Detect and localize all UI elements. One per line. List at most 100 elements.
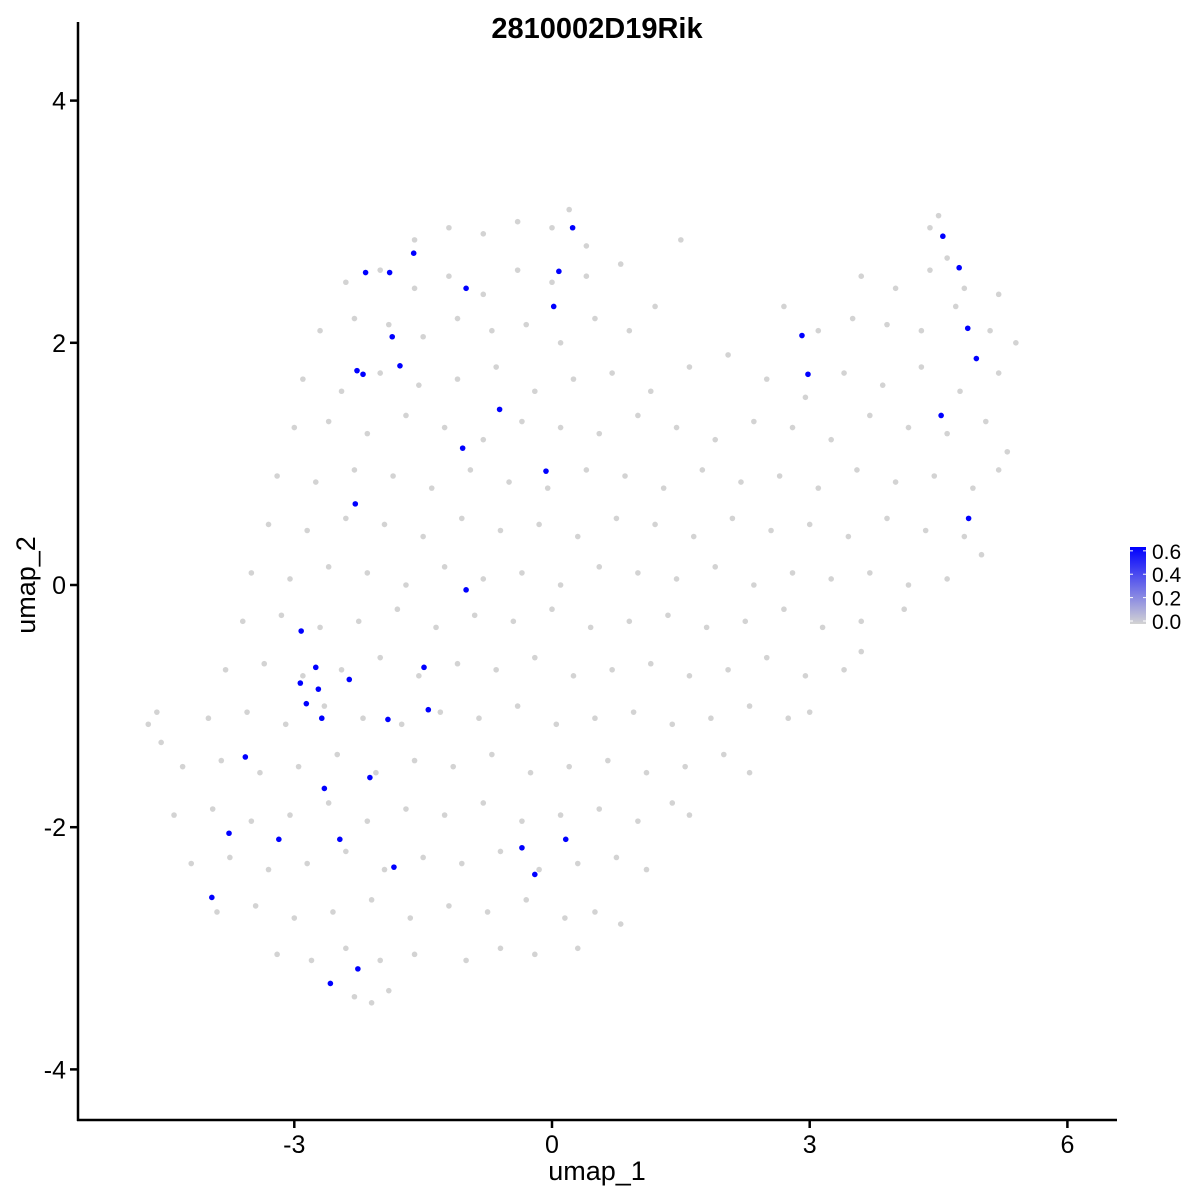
cell-point: [334, 751, 341, 758]
cell-point: [647, 388, 654, 395]
cell-point: [295, 763, 302, 770]
cell-point: [961, 285, 968, 292]
expressing-cell-point: [496, 406, 503, 413]
cell-point: [360, 715, 366, 722]
cell-point: [420, 854, 426, 861]
cell-point: [454, 660, 461, 667]
expressing-cell-point: [346, 676, 353, 683]
cell-point: [995, 291, 1002, 298]
expressing-cell-point: [354, 367, 360, 374]
cell-point: [489, 327, 495, 334]
expressing-cell-point: [209, 894, 215, 901]
cell-point: [721, 751, 727, 758]
cell-point: [901, 606, 907, 613]
cell-point: [678, 237, 684, 243]
cell-point: [806, 521, 813, 528]
expressing-cell-point: [938, 412, 944, 419]
cell-point: [398, 721, 405, 728]
cell-point: [154, 709, 160, 715]
expressing-cell-point: [556, 268, 562, 275]
cell-point: [622, 473, 628, 479]
cell-point: [291, 424, 298, 431]
expressing-cell-point: [397, 363, 403, 369]
cell-point: [338, 666, 345, 673]
expressing-cell-point: [389, 333, 396, 340]
cell-point: [815, 327, 822, 334]
cell-point: [441, 564, 448, 570]
cell-point: [596, 564, 603, 570]
cell-point: [609, 370, 615, 376]
cell-point: [858, 648, 865, 655]
cell-point: [583, 243, 590, 249]
expressing-cell-point: [562, 836, 569, 843]
expressing-cell-point: [312, 664, 319, 671]
cell-point: [549, 279, 555, 286]
cell-point: [446, 273, 452, 279]
cell-point: [841, 370, 847, 376]
cell-point: [669, 721, 676, 728]
cell-point: [566, 763, 572, 770]
cell-point: [596, 806, 603, 812]
cell-point: [927, 267, 933, 273]
cell-point: [549, 224, 555, 231]
cell-point: [557, 582, 564, 588]
cell-point: [532, 654, 538, 661]
cell-point: [179, 763, 186, 770]
cell-point: [665, 612, 671, 619]
cell-point: [935, 212, 942, 219]
cell-point: [643, 769, 650, 776]
cell-point: [553, 721, 560, 728]
cell-point: [265, 521, 272, 528]
cell-point: [308, 957, 315, 964]
cell-point: [446, 224, 452, 231]
cell-point: [867, 412, 873, 419]
cell-point: [403, 412, 409, 419]
cell-point: [532, 951, 538, 958]
cell-point: [536, 866, 542, 873]
cell-point: [703, 624, 710, 631]
cell-point: [248, 570, 255, 576]
cell-point: [514, 218, 521, 225]
colorbar-tick-label: 0.0: [1152, 611, 1181, 634]
cell-point: [459, 860, 465, 867]
expressing-cell-point: [242, 754, 249, 760]
cell-point: [467, 467, 474, 473]
cell-point: [922, 527, 929, 534]
expressing-cell-point: [352, 501, 359, 507]
cell-point: [605, 757, 611, 764]
cell-point: [626, 327, 633, 334]
cell-point: [484, 909, 491, 915]
cell-point: [454, 315, 461, 322]
cell-point: [261, 660, 268, 667]
cell-point: [420, 333, 426, 340]
cell-point: [686, 673, 693, 679]
expressing-cell-point: [965, 515, 972, 522]
cell-point: [403, 806, 409, 812]
expressing-cell-point: [459, 445, 466, 451]
cell-point: [927, 224, 933, 231]
cell-point: [768, 527, 774, 534]
expressed-points: [209, 224, 980, 987]
cell-point: [325, 418, 332, 425]
cell-point: [574, 533, 581, 540]
cell-point: [441, 812, 448, 818]
cell-point: [278, 612, 285, 619]
cell-point: [343, 945, 349, 952]
cell-point: [437, 709, 444, 715]
cell-point: [884, 515, 890, 522]
cell-point: [647, 660, 654, 667]
expressing-cell-point: [940, 233, 946, 240]
y-axis-ticks: -4 -2 0 2 4: [44, 88, 77, 1084]
cell-point: [158, 739, 164, 746]
cell-point: [385, 321, 392, 328]
expressing-cell-point: [298, 628, 304, 634]
cell-point: [1004, 448, 1011, 455]
cell-point: [819, 624, 826, 631]
cell-point: [549, 606, 555, 613]
cell-point: [995, 370, 1002, 376]
expressing-cell-point: [421, 664, 427, 671]
cell-point: [420, 533, 426, 540]
y-tick-label: -2: [44, 814, 66, 842]
cell-point: [652, 303, 658, 310]
cell-point: [476, 715, 482, 722]
